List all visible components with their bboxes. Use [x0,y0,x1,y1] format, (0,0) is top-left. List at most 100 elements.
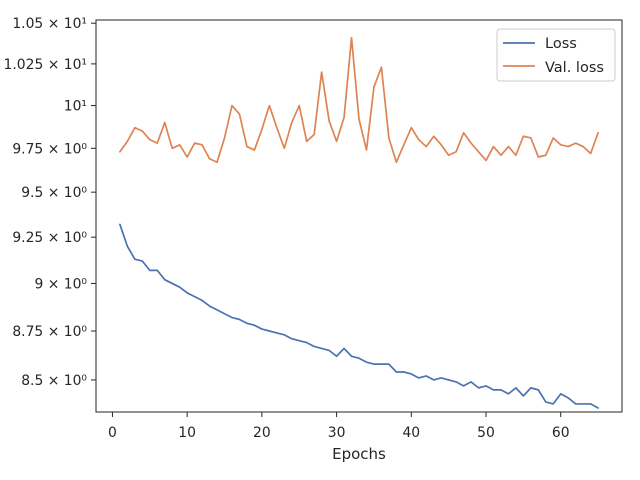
data-point-loss [335,355,338,357]
y-tick-label: 1.025 × 10¹ [4,57,87,73]
data-point-loss [365,361,368,363]
data-point-loss [343,347,345,350]
y-tick-label: 9.75 × 10⁰ [12,141,87,157]
data-point-loss [403,371,405,373]
data-point-val-loss [238,113,241,115]
data-point-val-loss [433,135,435,137]
data-point-val-loss [276,127,278,129]
y-tick-label: 10¹ [64,99,87,115]
data-point-val-loss [208,158,211,160]
data-point-loss [276,332,278,334]
data-point-val-loss [328,120,330,122]
data-point-val-loss [126,140,128,142]
data-point-loss [477,387,480,389]
x-tick-label: 60 [552,425,570,441]
y-tick-label: 9.5 × 10⁰ [21,185,87,201]
data-point-loss [537,389,539,391]
data-point-val-loss [567,145,569,148]
data-point-loss [433,379,435,381]
data-point-loss [530,387,532,389]
data-point-val-loss [418,139,420,141]
data-point-loss [567,397,569,399]
data-point-loss [194,296,196,298]
data-point-val-loss [216,161,218,163]
data-point-loss [156,269,158,271]
data-point-val-loss [179,144,181,146]
y-tick-label: 1.05 × 10¹ [12,16,87,32]
data-point-val-loss [171,147,173,149]
data-point-val-loss [343,116,345,119]
data-point-val-loss [492,145,495,148]
data-point-val-loss [560,144,562,146]
data-point-val-loss [246,145,248,148]
data-point-val-loss [575,142,577,144]
data-point-val-loss [590,152,592,155]
data-point-loss [470,381,472,383]
data-point-val-loss [201,144,203,146]
data-point-loss [590,403,592,405]
data-point-val-loss [485,159,487,162]
data-point-loss [418,377,420,379]
data-point-loss [141,260,143,262]
data-point-loss [328,349,330,351]
data-point-val-loss [253,149,255,151]
data-point-loss [552,403,554,405]
data-point-val-loss [380,66,383,68]
data-point-val-loss [313,133,315,136]
data-point-loss [410,373,412,375]
legend-box [496,28,616,82]
data-point-loss [515,387,517,389]
data-point-loss [350,355,353,357]
data-point-loss [231,316,233,319]
x-tick-label: 50 [477,425,495,441]
data-point-loss [164,279,166,281]
data-point-val-loss [448,154,450,156]
series-layer [119,36,599,409]
data-point-val-loss [425,145,427,148]
data-point-loss [440,377,442,379]
data-point-loss [306,342,308,344]
x-axis: 0 10 20 30 40 50 60 [108,412,570,441]
data-point-loss [358,357,360,359]
data-point-val-loss [582,145,584,148]
data-point-loss [321,347,323,350]
data-point-loss [268,330,270,332]
data-point-loss [507,393,510,395]
data-point-val-loss [470,142,472,144]
data-point-val-loss [388,137,390,139]
data-point-loss [216,309,218,311]
data-point-val-loss [119,151,121,153]
data-point-loss [283,334,285,336]
x-tick-label: 30 [328,425,346,441]
data-point-loss [261,328,263,330]
data-point-loss [201,299,203,301]
data-point-loss [448,379,450,381]
y-tick-label: 8.5 × 10⁰ [21,373,87,389]
data-point-loss [171,282,173,285]
y-tick-label: 8.75 × 10⁰ [12,324,87,340]
data-point-loss [582,403,584,405]
data-point-val-loss [537,156,539,158]
data-point-val-loss [194,142,196,144]
data-point-loss [238,318,241,321]
data-point-loss [223,313,226,315]
data-point-val-loss [365,149,368,151]
data-point-val-loss [164,121,166,124]
data-point-val-loss [335,140,338,142]
data-point-loss [425,375,427,377]
data-point-loss [522,395,524,397]
plot-frame [95,19,623,413]
data-point-loss [313,345,315,348]
data-point-loss [485,385,487,387]
data-point-val-loss [306,140,308,142]
data-point-val-loss [395,161,397,163]
data-point-val-loss [545,154,547,156]
data-point-val-loss [500,154,502,156]
data-point-val-loss [440,144,442,146]
data-point-loss [291,338,293,340]
data-point-val-loss [321,71,323,73]
y-tick-label: 9 × 10⁰ [34,276,87,292]
x-tick-label: 10 [178,425,196,441]
legend-label-loss: Loss [545,36,577,52]
